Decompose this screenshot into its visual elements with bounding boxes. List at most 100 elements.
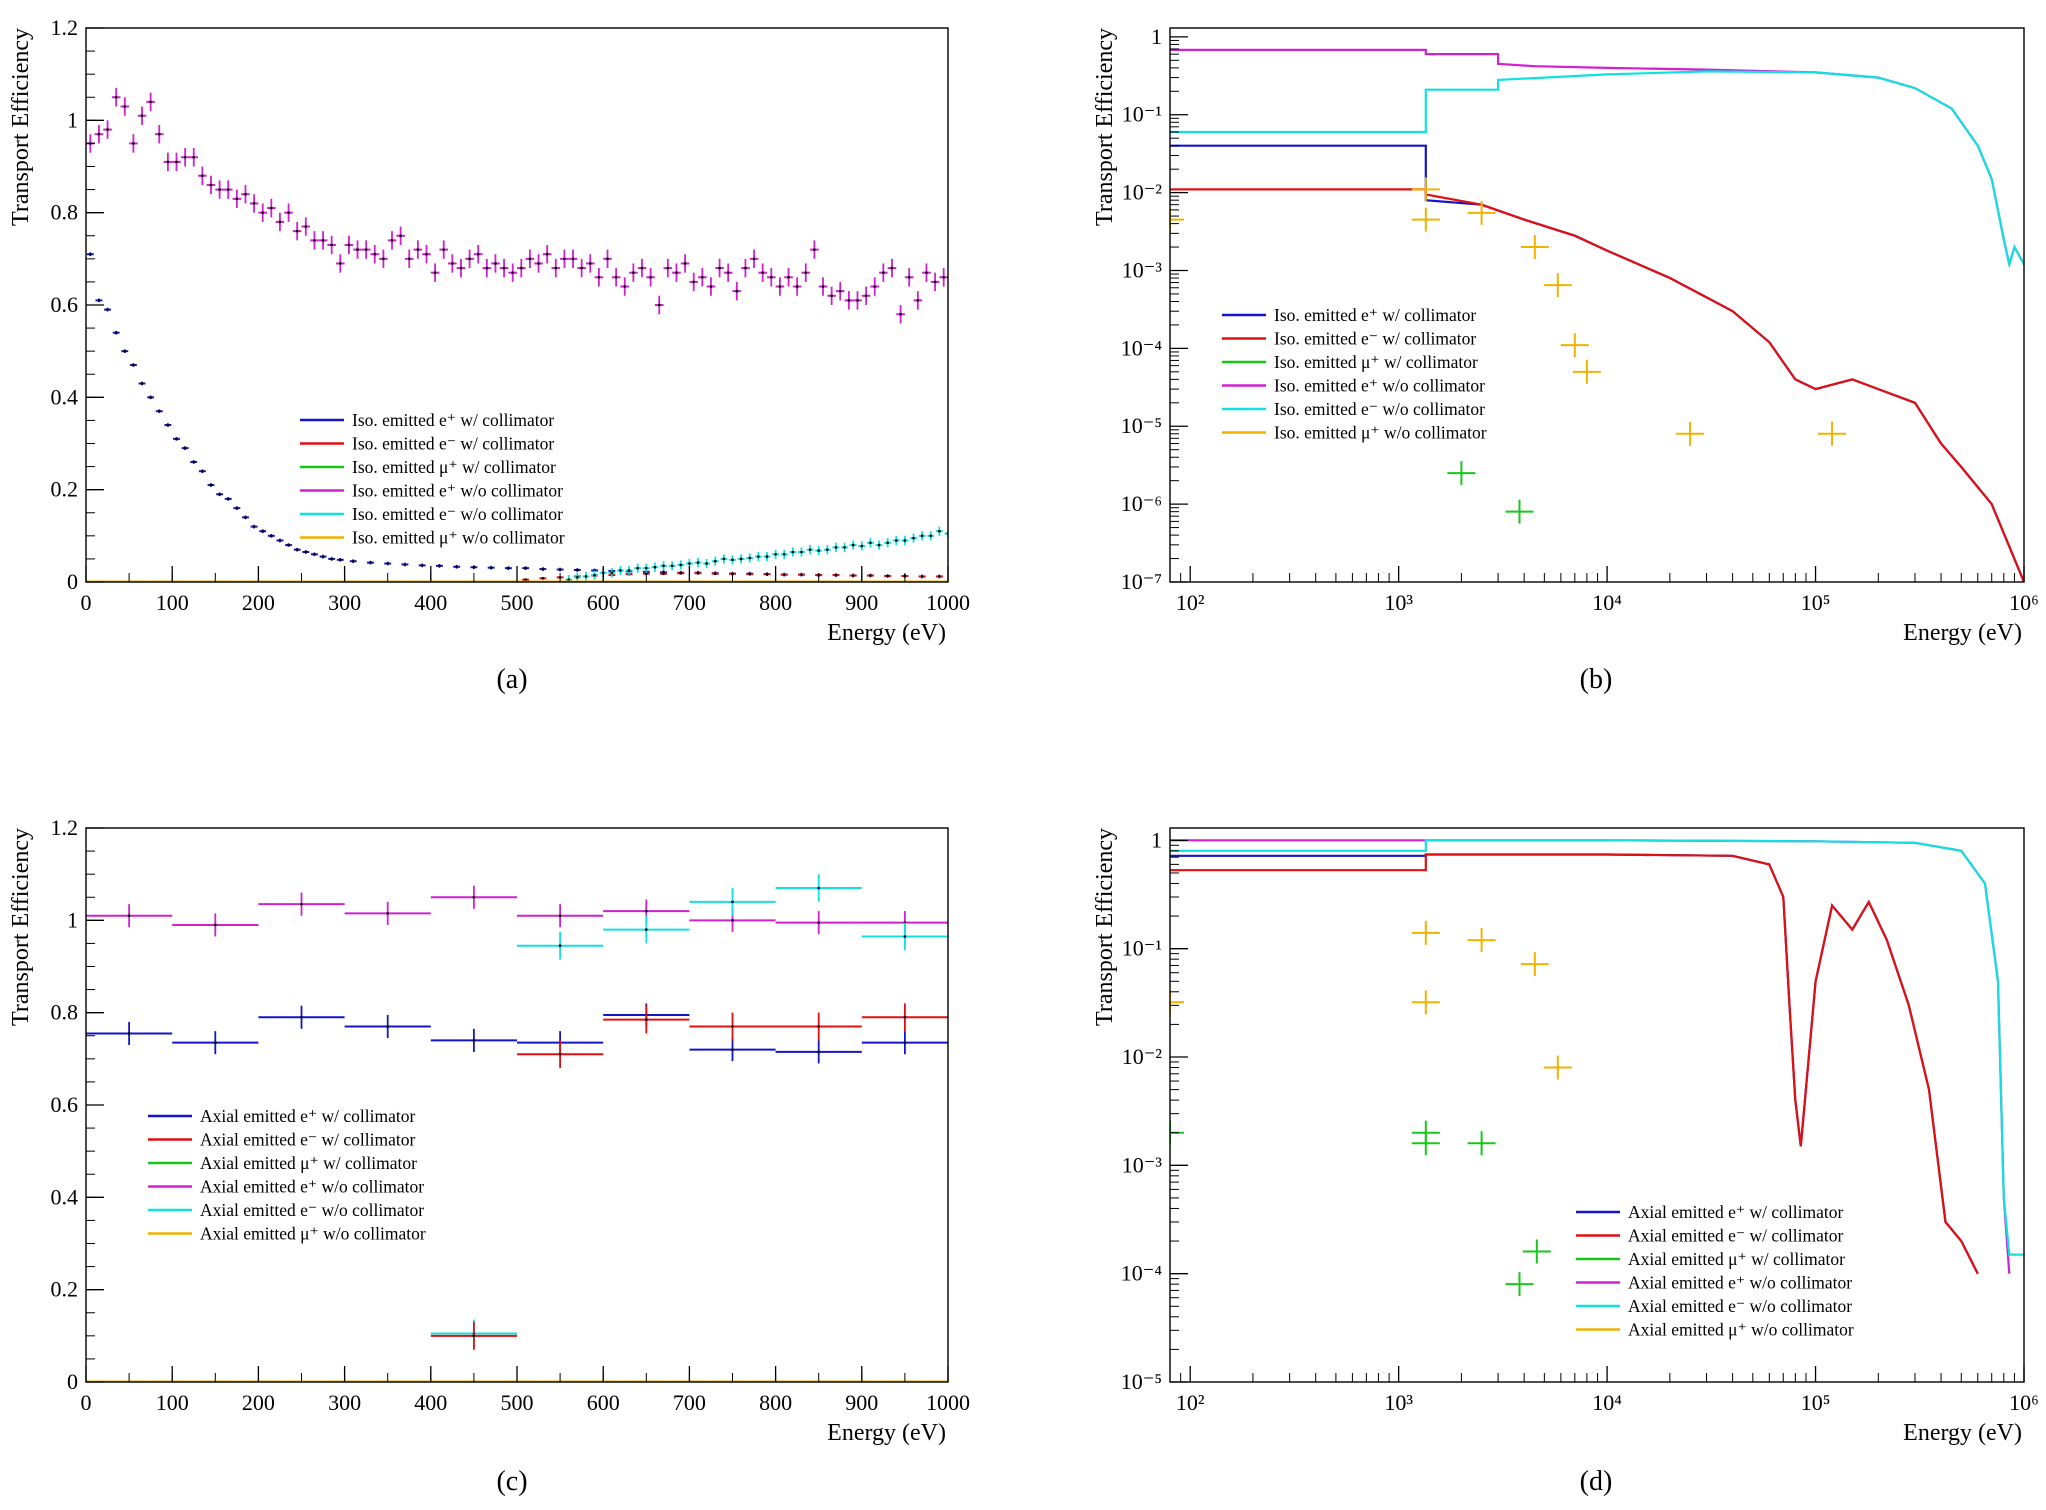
x-tick-label: 10⁴ [1592, 590, 1622, 615]
series-cyan [565, 526, 948, 582]
data-point-marker [821, 285, 825, 288]
data-point-marker [860, 544, 864, 548]
data-point-marker [817, 886, 820, 890]
legend-label: Axial emitted e⁺ w/o collimator [1628, 1273, 1852, 1293]
data-point-marker [420, 564, 424, 567]
data-point-marker [838, 289, 842, 293]
data-point-marker [864, 294, 868, 298]
data-point-marker [938, 529, 941, 533]
chart-c-plot-area [86, 874, 948, 1382]
data-point-marker [696, 561, 700, 564]
data-point-marker [330, 243, 333, 247]
data-point-marker [494, 262, 497, 265]
data-point-marker [399, 234, 402, 238]
data-point-marker [920, 534, 924, 538]
panel-caption: (a) [496, 664, 527, 695]
y-tick-label: 0.4 [51, 1184, 79, 1209]
series-magenta [86, 88, 948, 324]
data-point-marker [593, 573, 596, 577]
data-point-marker [817, 1025, 820, 1028]
data-point-marker [558, 568, 562, 571]
data-point-marker [675, 271, 678, 274]
data-point-marker [502, 266, 506, 270]
data-point-marker [183, 155, 187, 159]
data-point-marker [679, 563, 683, 567]
y-tick-label: 0 [67, 1369, 78, 1394]
x-tick-label: 400 [414, 590, 447, 615]
x-tick-label: 1000 [926, 590, 970, 615]
x-tick-label: 300 [328, 590, 361, 615]
data-point-marker [364, 248, 368, 251]
x-axis-label: Energy (eV) [1903, 1420, 2022, 1446]
data-point-marker [524, 566, 527, 570]
data-point-marker [636, 566, 639, 570]
data-point-marker [929, 534, 933, 538]
legend-label: Axial emitted μ⁺ w/ collimator [1628, 1249, 1845, 1269]
y-tick-label: 10⁻⁶ [1121, 491, 1162, 516]
data-point-marker [201, 469, 204, 473]
data-point-marker [507, 566, 510, 570]
data-point-marker [455, 565, 458, 569]
data-point-marker [735, 289, 739, 293]
data-point-marker [705, 562, 708, 565]
legend-label: Axial emitted μ⁺ w/o collimator [1628, 1320, 1854, 1340]
series-line [1170, 70, 2024, 269]
y-tick-label: 10⁻² [1122, 180, 1163, 205]
data-point-marker [278, 220, 282, 224]
x-tick-label: 600 [587, 590, 620, 615]
y-tick-label: 0.2 [51, 1277, 79, 1302]
data-point-marker [442, 248, 446, 251]
series-magenta [86, 885, 948, 937]
data-point-marker [877, 543, 881, 547]
data-point-marker [731, 919, 734, 922]
data-point-marker [407, 257, 411, 261]
data-point-marker [278, 539, 282, 542]
data-point-marker [834, 546, 838, 549]
data-point-marker [761, 271, 764, 274]
data-point-marker [386, 562, 390, 565]
data-point-marker [390, 239, 394, 242]
chart-a-plot-area [86, 88, 948, 582]
data-point-marker [778, 285, 782, 288]
data-point-marker [645, 928, 648, 931]
series-red [430, 1003, 948, 1350]
data-point-marker [157, 132, 161, 136]
data-point-marker [903, 539, 907, 542]
data-point-marker [701, 276, 704, 279]
data-point-marker [662, 564, 665, 568]
data-point-marker [511, 271, 514, 274]
series-cyan [1170, 839, 2024, 1256]
legend-label: Iso. emitted μ⁺ w/o collimator [352, 528, 565, 548]
data-point-marker [817, 1050, 820, 1054]
data-point-marker [270, 206, 273, 210]
data-point-marker [894, 539, 898, 542]
data-point-marker [127, 914, 131, 918]
legend-label: Iso. emitted μ⁺ w/o collimator [1274, 423, 1487, 443]
data-point-marker [132, 142, 135, 145]
data-point-marker [166, 160, 170, 164]
data-point-marker [856, 299, 859, 302]
data-point-marker [226, 497, 230, 501]
x-tick-label: 10³ [1384, 1390, 1413, 1415]
y-axis-label: Transport Efficiency [8, 28, 34, 226]
x-tick-label: 900 [845, 1390, 878, 1415]
data-point-marker [472, 565, 476, 569]
data-point-marker [886, 574, 889, 578]
data-point-marker [304, 225, 308, 228]
data-point-marker [106, 308, 109, 311]
panel-caption: (c) [496, 1466, 527, 1497]
data-point-marker [688, 562, 691, 565]
data-point-marker [403, 563, 407, 566]
data-point-marker [558, 914, 562, 918]
data-point-marker [744, 266, 747, 270]
data-point-marker [942, 276, 945, 279]
y-tick-label: 10⁻⁷ [1121, 569, 1162, 594]
data-point-marker [321, 555, 325, 558]
data-point-marker [321, 239, 325, 242]
data-point-marker [662, 572, 665, 575]
x-axis-label: Energy (eV) [827, 1420, 946, 1446]
data-point-marker [313, 553, 316, 556]
series-green [1170, 1120, 1551, 1297]
data-point-marker [886, 541, 889, 545]
y-tick-label: 1 [67, 107, 78, 132]
